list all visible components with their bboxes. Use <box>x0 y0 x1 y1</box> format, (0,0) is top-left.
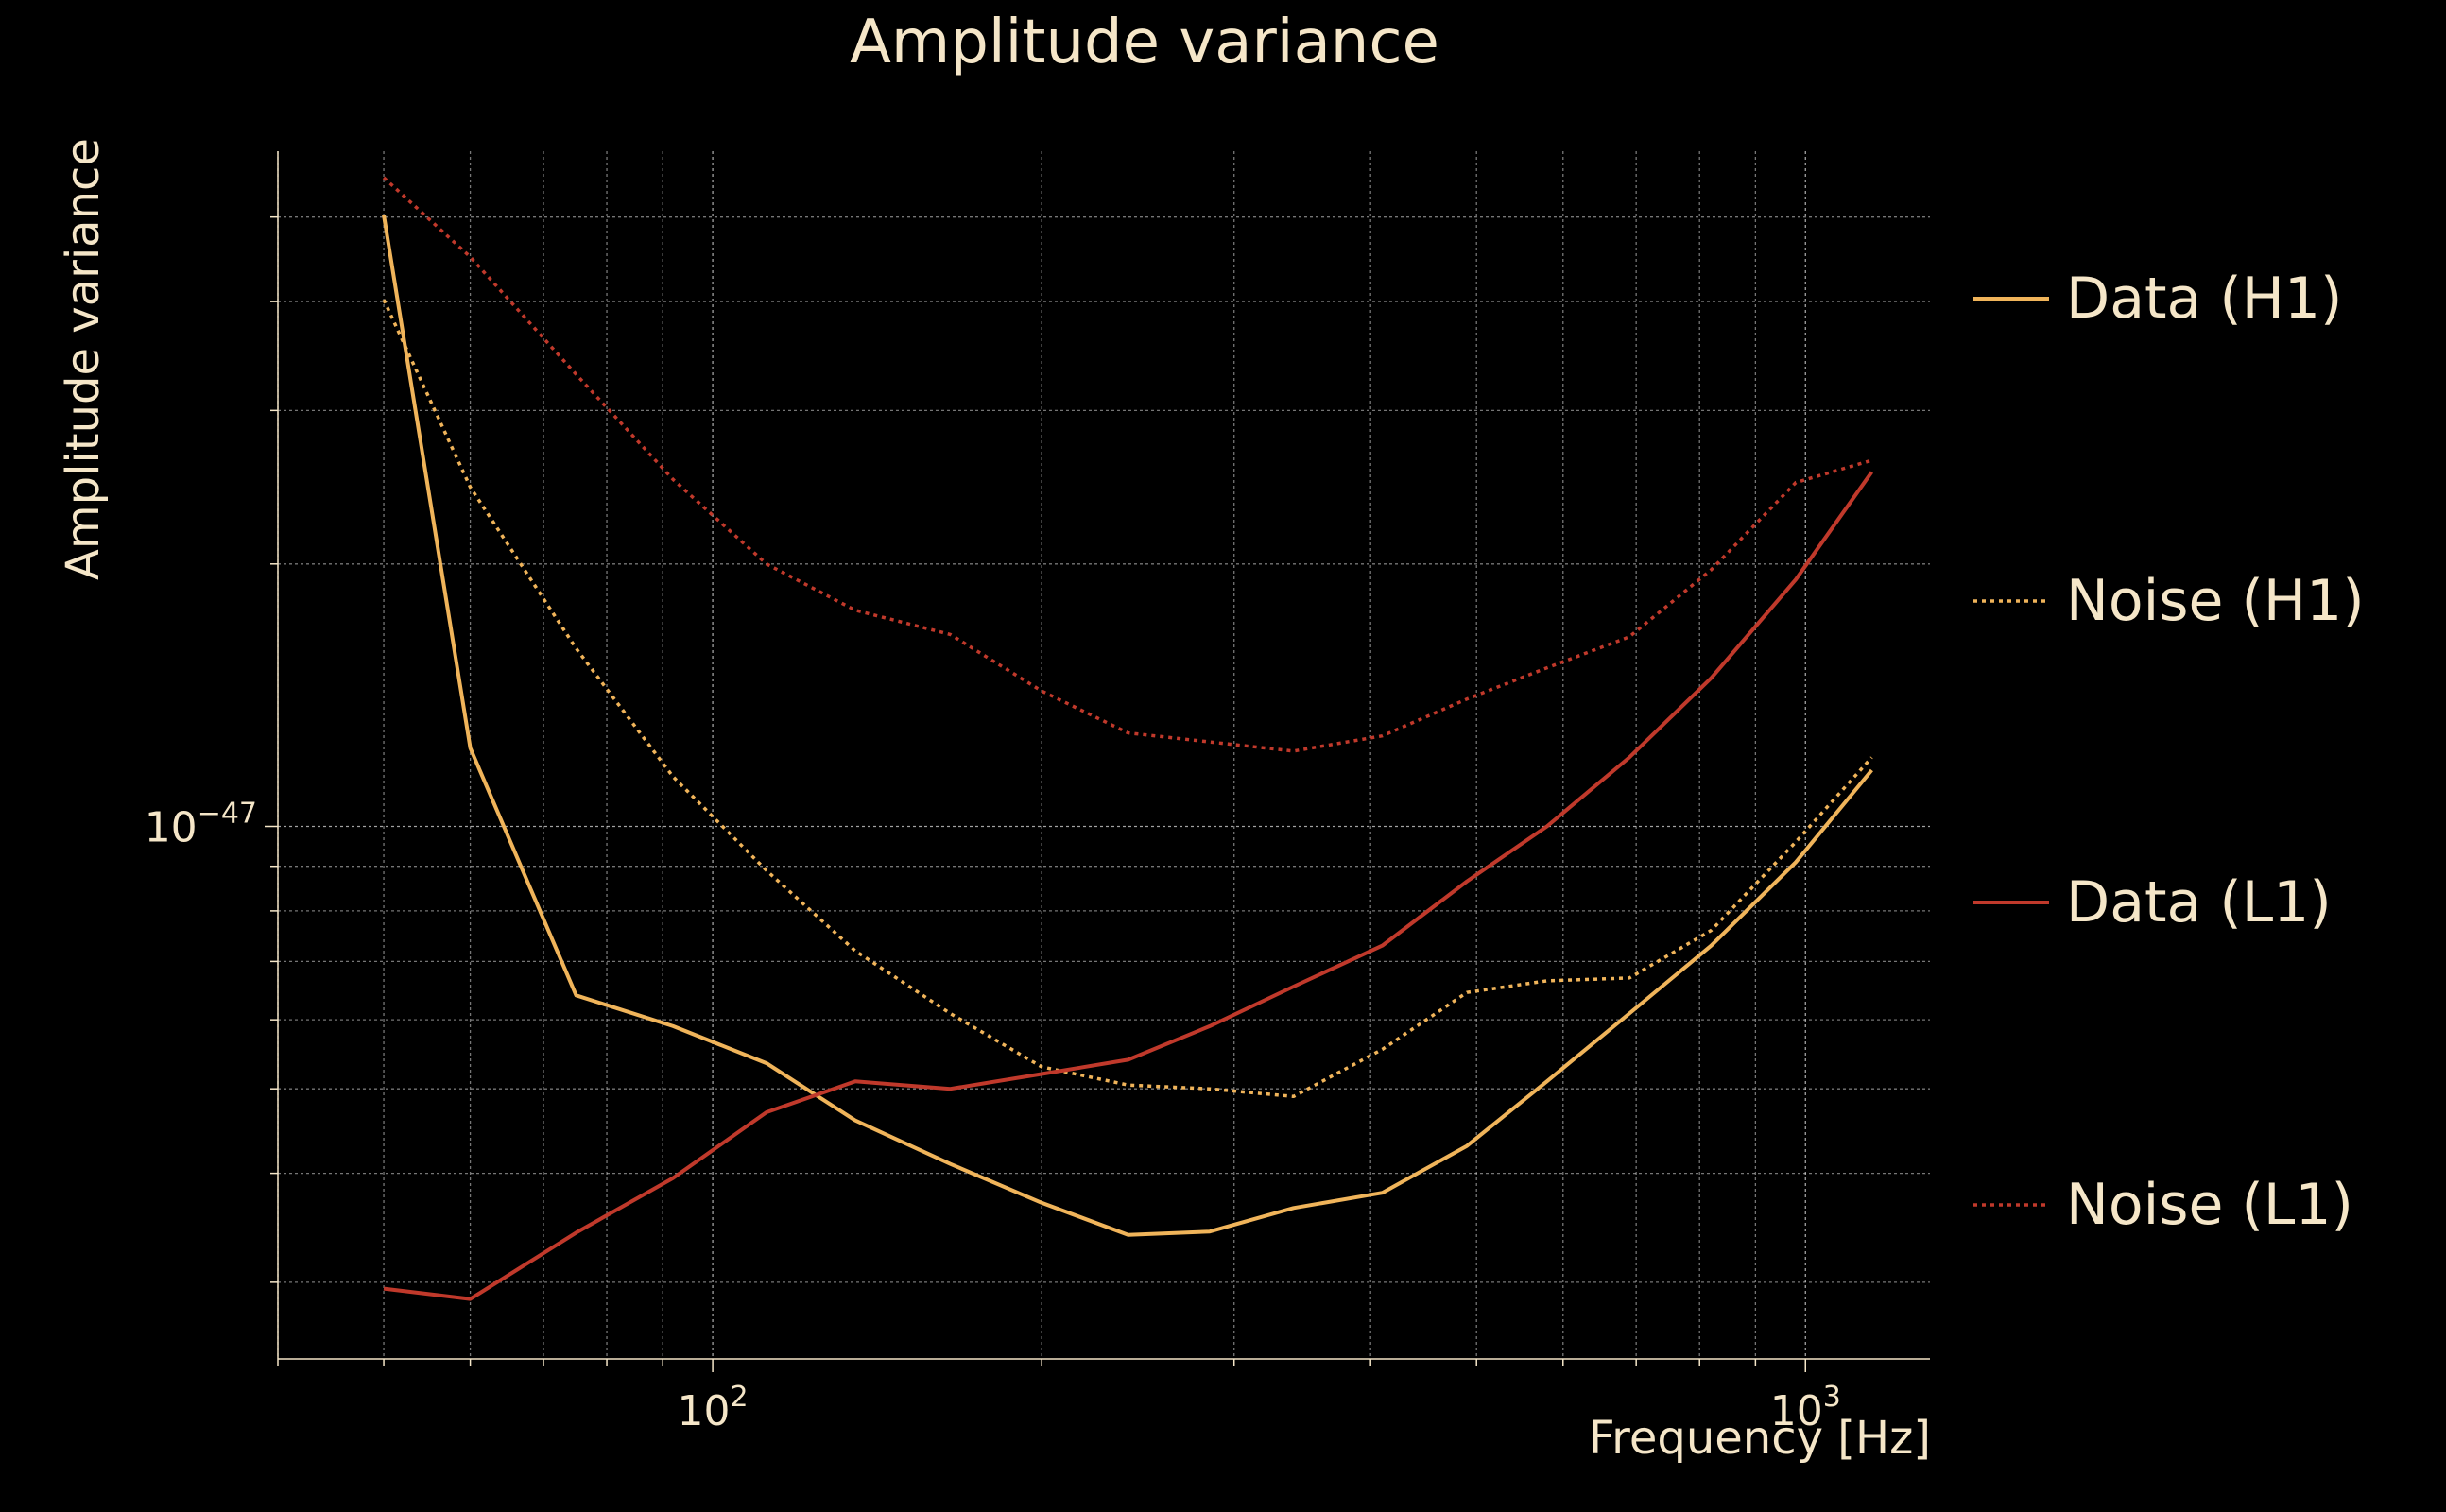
legend-label: Noise (H1) <box>2066 568 2365 634</box>
y-tick-label: 10−47 <box>145 797 257 851</box>
legend-label: Noise (L1) <box>2066 1172 2353 1238</box>
chart-title: Amplitude variance <box>850 8 1439 77</box>
legend-label: Data (H1) <box>2066 266 2342 332</box>
x-axis-label: Frequency [Hz] <box>1589 1412 1931 1465</box>
grid <box>277 151 1930 1359</box>
series-line-4 <box>382 176 1872 753</box>
legend: Data (H1) Noise (H1) Data (L1) Noise (L1) <box>1973 266 2365 1238</box>
series-lines <box>382 176 1874 1301</box>
x-tick-label: 103 <box>1770 1381 1841 1435</box>
series-line-3 <box>383 471 1874 1301</box>
series-line-2 <box>382 299 1873 1099</box>
axes <box>265 151 1930 1372</box>
x-tick-label: 102 <box>678 1381 749 1435</box>
tick-labels: 102 103 10−47 <box>145 797 1841 1435</box>
y-axis-label: Amplitude variance <box>57 138 110 580</box>
series-line-1 <box>382 214 1873 1237</box>
legend-label: Data (L1) <box>2066 869 2332 936</box>
